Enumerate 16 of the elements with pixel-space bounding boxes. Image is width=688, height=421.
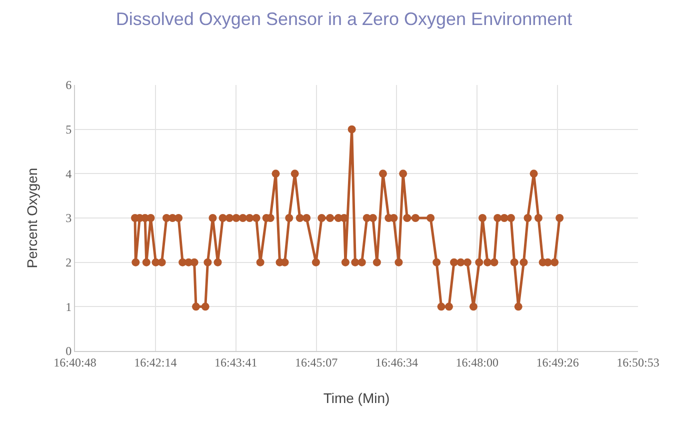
x-tick-label: 16:45:07 [294, 355, 338, 370]
y-tick-label: 4 [66, 166, 72, 181]
x-tick-label: 16:42:14 [134, 355, 177, 370]
y-tick-label: 5 [66, 122, 72, 137]
y-axis-title: Percent Oxygen [24, 168, 40, 268]
y-tick-label: 6 [66, 78, 72, 92]
chart-title: Dissolved Oxygen Sensor in a Zero Oxygen Environment [116, 9, 572, 30]
y-tick-label: 1 [66, 300, 72, 314]
y-tick-label: 3 [66, 211, 72, 226]
x-axis-title: Time (Min) [323, 390, 390, 406]
x-tick-label: 16:50:53 [616, 355, 660, 370]
x-tick-label: 16:46:34 [375, 355, 418, 370]
x-tick-label: 16:48:00 [456, 355, 498, 370]
x-tick-label: 16:49:26 [536, 355, 579, 370]
x-tick-label: 16:43:41 [214, 355, 258, 370]
y-tick-label: 2 [66, 256, 72, 270]
